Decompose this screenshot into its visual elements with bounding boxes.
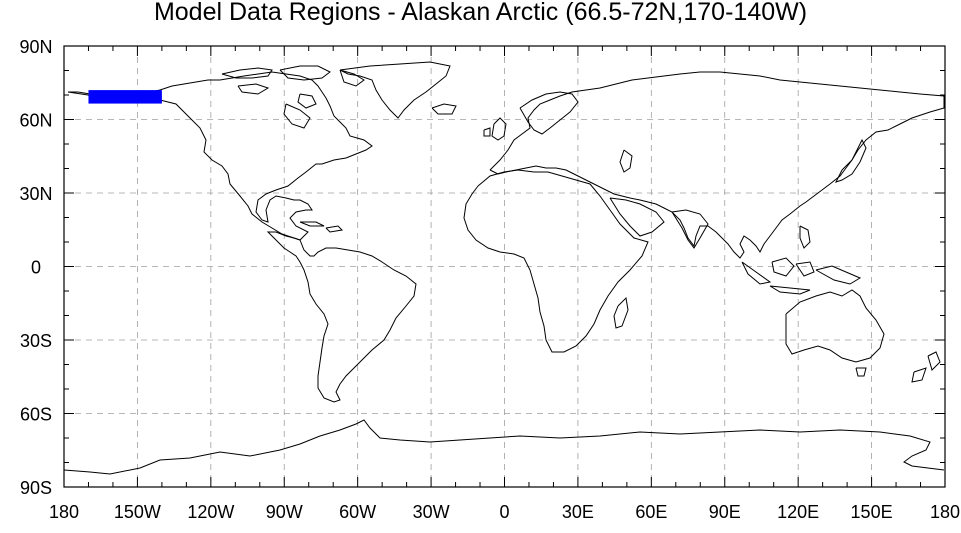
india-coastline (671, 209, 709, 249)
africa-coastline (463, 169, 649, 353)
y-tick-label: 30N (19, 184, 52, 204)
caspian-coastline (619, 149, 633, 173)
antarctica-coastline (63, 419, 945, 475)
axis-ticks (63, 45, 946, 488)
y-tick-label: 0 (31, 258, 41, 278)
japan-coastline (835, 138, 867, 183)
x-tick-label: 0 (499, 502, 509, 522)
y-tick-label: 60S (20, 405, 52, 425)
indonesia-coastline (741, 257, 862, 295)
eurasia-coastline (489, 71, 945, 259)
x-tick-label: 120W (187, 502, 234, 522)
x-tick-label: 60E (635, 502, 667, 522)
hudson-bay-coastline (283, 103, 311, 129)
philippines-coastline (799, 225, 811, 249)
x-tick-label: 30W (413, 502, 450, 522)
madagascar-coastline (613, 296, 629, 329)
x-tick-label: 30E (562, 502, 594, 522)
alaskan-arctic-region (88, 90, 162, 104)
x-tick-label: 150W (114, 502, 161, 522)
tasmania-coastline (855, 367, 867, 377)
y-tick-label: 60N (19, 111, 52, 131)
north-america-coastline (67, 71, 373, 241)
coastlines (63, 61, 945, 475)
gridlines (64, 46, 945, 487)
x-tick-label: 120E (777, 502, 819, 522)
caribbean-coastline (299, 221, 344, 233)
greenland-coastline (339, 61, 451, 119)
arctic-islands-coastline (221, 65, 365, 109)
arabia-coastline (609, 197, 665, 237)
x-tick-label: 90W (266, 502, 303, 522)
x-tick-label: 150E (851, 502, 893, 522)
x-tick-label: 180 (930, 502, 960, 522)
britain-coastline (483, 117, 507, 141)
x-tick-label: 180 (49, 502, 79, 522)
australia-coastline (785, 289, 885, 363)
new-zealand-coastline (911, 351, 941, 383)
x-tick-label: 90E (709, 502, 741, 522)
axis-labels: 180 150W 120W 90W 60W 30W 0 30E 60E 90E 120E 150E 18… (19, 37, 960, 522)
scandinavia-coastline (519, 91, 579, 135)
region-highlight (88, 90, 162, 104)
x-tick-label: 60W (339, 502, 376, 522)
map-title: Model Data Regions - Alaskan Arctic (66.… (153, 0, 808, 26)
y-tick-label: 90S (20, 478, 52, 498)
y-tick-label: 90N (19, 37, 52, 57)
south-america-coastline (266, 231, 417, 403)
iceland-coastline (431, 103, 457, 115)
y-tick-label: 30S (20, 331, 52, 351)
